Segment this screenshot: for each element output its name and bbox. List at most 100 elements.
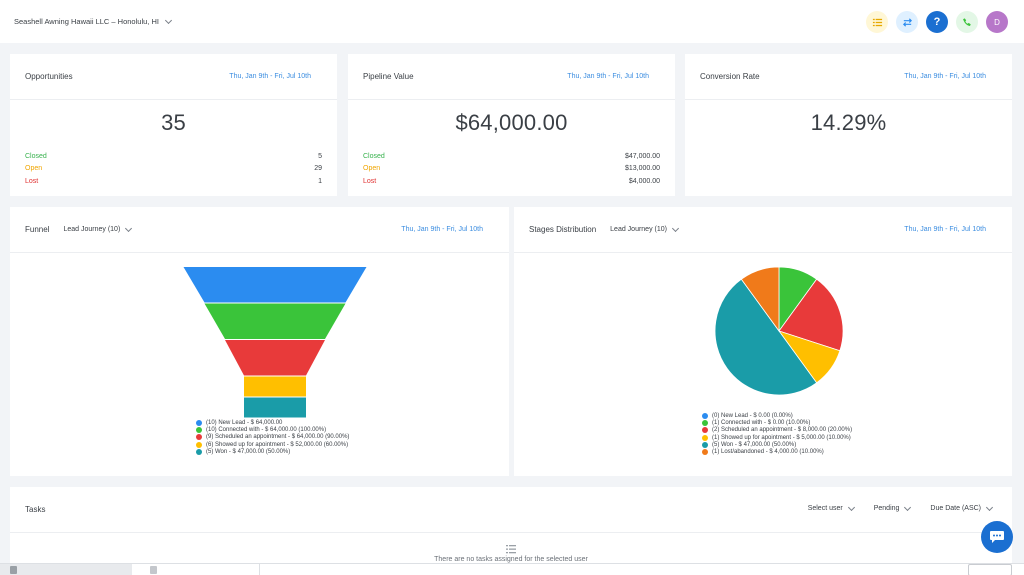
funnel-card: Funnel Lead Journey (10) Thu, Jan 9th - …: [10, 207, 509, 476]
legend-item[interactable]: (1) Showed up for apointment - $ 5,000.0…: [702, 434, 852, 441]
legend-dot: [702, 427, 708, 434]
status-dropdown[interactable]: Pending: [874, 503, 912, 512]
chat-icon: [990, 531, 1004, 543]
card-title: Stages Distribution: [529, 225, 597, 234]
tasks-card: Tasks Select user Pending Due Date (ASC)…: [10, 487, 1012, 575]
card-title: Opportunities: [25, 72, 73, 81]
header-actions: ? D: [866, 11, 1008, 33]
stages-distribution-card: Stages Distribution Lead Journey (10) Th…: [514, 207, 1012, 476]
card-header: Funnel Lead Journey (10) Thu, Jan 9th - …: [10, 207, 509, 253]
date-range[interactable]: Thu, Jan 9th - Fri, Jul 10th: [904, 73, 986, 80]
stat-value: 5: [318, 152, 322, 160]
date-range[interactable]: Thu, Jan 9th - Fri, Jul 10th: [567, 73, 649, 80]
legend-item[interactable]: (10) Connected with - $ 64,000.00 (100.0…: [196, 426, 349, 433]
legend-dot: [702, 441, 708, 448]
legend-label: (1) Showed up for apointment - $ 5,000.0…: [712, 434, 851, 441]
stat-value: $47,000.00: [624, 152, 660, 160]
funnel-stage-scheduled-an-appointment[interactable]: [225, 340, 325, 376]
chevron-down-icon: [125, 224, 133, 232]
funnel-stage-showed-up-for-apointment[interactable]: [244, 376, 306, 397]
stages-pie-chart: [714, 266, 844, 396]
legend-label: (0) New Lead - $ 0.00 (0.00%): [712, 412, 793, 419]
opportunities-stats: Closed 5 Open 29 Lost 1: [10, 150, 337, 188]
legend-label: (10) New Lead - $ 64,000.00: [206, 419, 283, 426]
legend-dot: [702, 419, 708, 426]
stat-open: Open $13,000.00: [348, 163, 675, 176]
date-range[interactable]: Thu, Jan 9th - Fri, Jul 10th: [401, 226, 483, 233]
download-item[interactable]: [140, 564, 260, 575]
legend-item[interactable]: (9) Scheduled an appointment - $ 64,000.…: [196, 434, 349, 441]
legend-dot: [196, 434, 202, 441]
question-icon: ?: [933, 16, 941, 28]
funnel-stage-connected-with[interactable]: [204, 303, 346, 340]
funnel-pipeline-dropdown[interactable]: Lead Journey (10): [63, 224, 133, 233]
legend-dot: [196, 419, 202, 426]
pipeline-value-card: Pipeline Value Thu, Jan 9th - Fri, Jul 1…: [348, 54, 675, 196]
stat-label: Closed: [25, 152, 47, 160]
stat-value: $4,000.00: [628, 177, 660, 185]
help-button[interactable]: ?: [926, 11, 948, 33]
switch-button[interactable]: [896, 11, 918, 33]
card-header: Pipeline Value Thu, Jan 9th - Fri, Jul 1…: [348, 54, 675, 100]
funnel-chart: [183, 267, 367, 418]
pie-slice-scheduled-an-appointment[interactable]: [778, 278, 844, 352]
dropdown-value: Lead Journey (10): [610, 226, 667, 233]
avatar[interactable]: D: [986, 11, 1008, 33]
browser-download-bar: [0, 563, 1024, 575]
pie-slice-lost-abandoned[interactable]: [740, 266, 780, 333]
filter-label: Select user: [807, 505, 843, 512]
card-header: Opportunities Thu, Jan 9th - Fri, Jul 10…: [10, 54, 337, 100]
card-title: Pipeline Value: [363, 72, 414, 81]
location-name: Seashell Awning Hawaii LLC – Honolulu, H…: [14, 17, 159, 26]
legend-item[interactable]: (5) Won - $ 47,000.00 (50.00%): [702, 441, 852, 448]
conversion-rate-card: Conversion Rate Thu, Jan 9th - Fri, Jul …: [685, 54, 1012, 196]
stat-label: Open: [363, 165, 381, 173]
chevron-down-icon: [847, 503, 855, 511]
empty-tasks-message: There are no tasks assigned for the sele…: [434, 556, 588, 563]
stat-value: 29: [314, 165, 322, 173]
legend-item[interactable]: (6) Showed up for apointment - $ 52,000.…: [196, 441, 349, 448]
legend-label: (5) Won - $ 47,000.00 (50.00%): [206, 448, 291, 455]
funnel-stage-new-lead[interactable]: [183, 267, 367, 303]
dropdown-value: Lead Journey (10): [63, 226, 121, 233]
card-header: Stages Distribution Lead Journey (10) Th…: [514, 207, 1012, 253]
stages-legend: (0) New Lead - $ 0.00 (0.00%) (1) Connect…: [702, 412, 852, 456]
legend-item[interactable]: (1) Connected with - $ 0.00 (10.00%): [702, 419, 852, 426]
card-title: Funnel: [25, 225, 50, 234]
task-filters: Select user Pending Due Date (ASC): [807, 503, 994, 512]
select-user-dropdown[interactable]: Select user: [807, 503, 855, 512]
legend-item[interactable]: (2) Scheduled an appointment - $ 8,000.0…: [702, 427, 852, 434]
sort-dropdown[interactable]: Due Date (ASC): [930, 503, 994, 512]
legend-item[interactable]: (1) Lost/abandoned - $ 4,000.00 (10.00%): [702, 448, 852, 456]
opportunities-card: Opportunities Thu, Jan 9th - Fri, Jul 10…: [10, 54, 337, 196]
date-range[interactable]: Thu, Jan 9th - Fri, Jul 10th: [904, 226, 986, 233]
pie-slice-won[interactable]: [714, 278, 818, 396]
stat-label: Lost: [25, 177, 39, 185]
phone-button[interactable]: [956, 11, 978, 33]
tasks-header: Tasks Select user Pending Due Date (ASC): [10, 487, 1012, 533]
legend-item[interactable]: (0) New Lead - $ 0.00 (0.00%): [702, 412, 852, 419]
list-button[interactable]: [866, 11, 888, 33]
chat-widget-button[interactable]: [981, 521, 1013, 553]
stat-value: 1: [318, 177, 322, 185]
legend-label: (5) Won - $ 47,000.00 (50.00%): [712, 441, 797, 448]
pipeline-value: $64,000.00: [455, 110, 568, 135]
chevron-down-icon: [164, 16, 172, 24]
legend-label: (6) Showed up for apointment - $ 52,000.…: [206, 441, 349, 448]
stat-value: $13,000.00: [624, 165, 660, 173]
legend-item[interactable]: (10) New Lead - $ 64,000.00: [196, 419, 349, 426]
opportunities-count: 35: [161, 110, 186, 135]
list-icon: [872, 18, 882, 26]
download-item[interactable]: [0, 564, 132, 575]
swap-icon: [902, 17, 912, 27]
legend-label: (9) Scheduled an appointment - $ 64,000.…: [206, 434, 350, 441]
avatar-letter: D: [994, 17, 1000, 27]
legend-item[interactable]: (5) Won - $ 47,000.00 (50.00%): [196, 448, 349, 455]
date-range[interactable]: Thu, Jan 9th - Fri, Jul 10th: [229, 73, 311, 80]
show-all-button[interactable]: [968, 564, 1012, 575]
legend-dot: [702, 434, 708, 441]
stages-pipeline-dropdown[interactable]: Lead Journey (10): [610, 224, 680, 233]
funnel-stage-won[interactable]: [244, 397, 306, 418]
stat-closed: Closed $47,000.00: [348, 150, 675, 163]
location-switcher[interactable]: Seashell Awning Hawaii LLC – Honolulu, H…: [14, 16, 172, 26]
